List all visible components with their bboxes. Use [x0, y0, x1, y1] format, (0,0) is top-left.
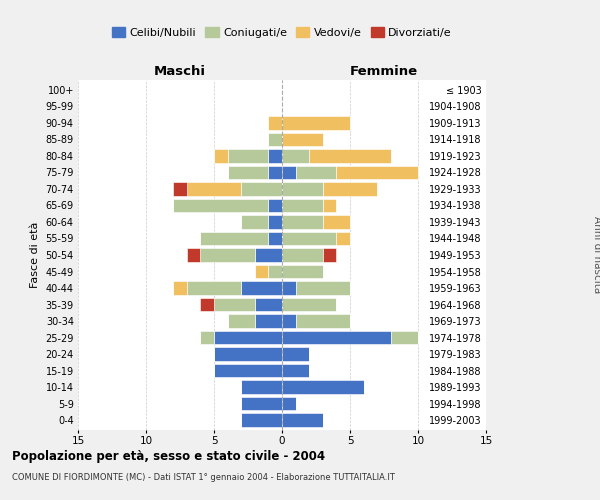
- Bar: [268, 198, 282, 212]
- Bar: [282, 116, 350, 130]
- Bar: [323, 248, 337, 262]
- Bar: [282, 132, 323, 146]
- Bar: [241, 380, 282, 394]
- Bar: [255, 298, 282, 312]
- Bar: [227, 166, 268, 179]
- Bar: [268, 215, 282, 229]
- Bar: [282, 281, 296, 295]
- Bar: [282, 414, 323, 427]
- Bar: [214, 348, 282, 361]
- Bar: [241, 397, 282, 410]
- Bar: [268, 116, 282, 130]
- Bar: [255, 248, 282, 262]
- Bar: [214, 364, 282, 378]
- Bar: [173, 182, 187, 196]
- Text: Anni di nascita: Anni di nascita: [592, 216, 600, 294]
- Bar: [268, 149, 282, 162]
- Bar: [282, 149, 309, 162]
- Bar: [282, 331, 391, 344]
- Bar: [187, 182, 241, 196]
- Bar: [282, 198, 323, 212]
- Bar: [227, 314, 255, 328]
- Bar: [200, 298, 214, 312]
- Bar: [187, 248, 200, 262]
- Bar: [214, 331, 282, 344]
- Bar: [255, 314, 282, 328]
- Bar: [268, 166, 282, 179]
- Legend: Celibi/Nubili, Coniugati/e, Vedovi/e, Divorziati/e: Celibi/Nubili, Coniugati/e, Vedovi/e, Di…: [107, 22, 457, 42]
- Bar: [282, 380, 364, 394]
- Bar: [200, 248, 255, 262]
- Text: Popolazione per età, sesso e stato civile - 2004: Popolazione per età, sesso e stato civil…: [12, 450, 325, 463]
- Bar: [282, 364, 309, 378]
- Bar: [268, 232, 282, 245]
- Bar: [268, 132, 282, 146]
- Bar: [282, 348, 309, 361]
- Bar: [309, 149, 391, 162]
- Bar: [282, 397, 296, 410]
- Bar: [337, 232, 350, 245]
- Bar: [214, 149, 227, 162]
- Bar: [391, 331, 418, 344]
- Bar: [227, 149, 268, 162]
- Text: Maschi: Maschi: [154, 64, 206, 78]
- Bar: [282, 232, 337, 245]
- Text: COMUNE DI FIORDIMONTE (MC) - Dati ISTAT 1° gennaio 2004 - Elaborazione TUTTAITAL: COMUNE DI FIORDIMONTE (MC) - Dati ISTAT …: [12, 472, 395, 482]
- Bar: [200, 331, 214, 344]
- Y-axis label: Fasce di età: Fasce di età: [30, 222, 40, 288]
- Bar: [296, 166, 337, 179]
- Bar: [187, 281, 241, 295]
- Bar: [337, 166, 418, 179]
- Bar: [282, 248, 323, 262]
- Bar: [241, 215, 268, 229]
- Bar: [241, 182, 282, 196]
- Bar: [214, 298, 255, 312]
- Bar: [296, 314, 350, 328]
- Bar: [323, 182, 377, 196]
- Bar: [268, 264, 282, 278]
- Bar: [282, 182, 323, 196]
- Bar: [282, 314, 296, 328]
- Bar: [173, 198, 268, 212]
- Bar: [323, 198, 337, 212]
- Bar: [282, 166, 296, 179]
- Bar: [282, 264, 323, 278]
- Bar: [241, 414, 282, 427]
- Bar: [200, 232, 268, 245]
- Bar: [241, 281, 282, 295]
- Text: Femmine: Femmine: [350, 64, 418, 78]
- Bar: [282, 215, 323, 229]
- Bar: [173, 281, 187, 295]
- Bar: [323, 215, 350, 229]
- Bar: [296, 281, 350, 295]
- Bar: [282, 298, 337, 312]
- Bar: [255, 264, 268, 278]
